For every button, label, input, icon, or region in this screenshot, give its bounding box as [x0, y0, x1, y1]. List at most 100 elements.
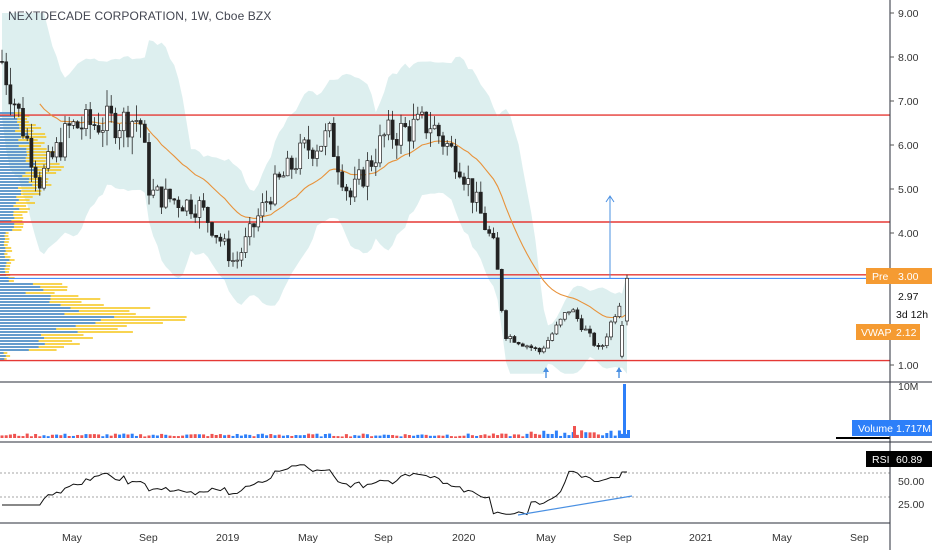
volume-bar — [617, 430, 621, 438]
candle — [100, 117, 105, 147]
candle-body — [394, 139, 399, 146]
volume-bar — [172, 436, 176, 438]
candle-body — [168, 188, 172, 200]
vwap-path — [39, 103, 628, 319]
candle-body — [231, 260, 235, 262]
candle — [546, 336, 550, 349]
candle-body — [96, 125, 101, 133]
time-tick: 2019 — [216, 532, 240, 544]
volume-bar — [563, 432, 567, 438]
volume-bar — [13, 433, 17, 438]
volume-bar — [328, 433, 332, 438]
volume-bar — [580, 430, 584, 438]
profile-bar-sell — [0, 352, 8, 354]
volume-bar — [42, 435, 46, 438]
volume-bar — [374, 435, 378, 438]
volume-bar — [370, 436, 374, 438]
volume-bar — [349, 436, 353, 438]
profile-bar-buy — [0, 301, 50, 303]
candle-body — [550, 333, 555, 341]
candle — [155, 184, 160, 191]
profile-bar-buy — [0, 172, 26, 174]
candle — [462, 172, 466, 191]
price-candles[interactable] — [0, 49, 629, 359]
volume-bar — [202, 434, 206, 438]
candle-body — [126, 111, 130, 138]
candle-body — [382, 134, 387, 137]
candle-body — [142, 123, 147, 143]
profile-bar-buy — [0, 244, 4, 246]
volume-bar — [109, 435, 113, 438]
candle-body — [571, 309, 576, 313]
candle — [147, 132, 151, 205]
time-tick: May — [772, 532, 793, 544]
candle — [277, 171, 282, 180]
candle-body — [256, 215, 261, 228]
volume-bar — [487, 435, 491, 438]
arrow-annotations — [543, 195, 622, 378]
candle-body — [319, 145, 324, 152]
candle — [365, 152, 370, 201]
candle-body — [63, 123, 67, 158]
candle — [193, 204, 198, 223]
profile-bar-sell — [0, 337, 93, 339]
candle — [525, 344, 529, 350]
candle-body — [12, 103, 17, 106]
profile-bar-buy — [0, 115, 15, 117]
candle — [92, 117, 97, 131]
candle — [151, 178, 156, 199]
candle-body — [29, 137, 34, 168]
profile-bar-buy — [0, 295, 51, 297]
candle-body — [546, 340, 550, 349]
candle-body — [336, 156, 340, 173]
candle — [579, 314, 584, 332]
volume-bar — [298, 435, 302, 438]
candle-body — [285, 157, 290, 177]
candle-body — [462, 176, 466, 185]
volume-bar — [214, 434, 218, 438]
candle — [306, 125, 311, 160]
volume-bar — [307, 433, 311, 438]
volume-bar — [546, 433, 550, 438]
candle — [487, 225, 492, 237]
candle-body — [399, 123, 403, 146]
rsi-label: RSI — [872, 454, 890, 466]
profile-bar-buy — [0, 262, 7, 264]
candle — [403, 116, 408, 129]
candle — [352, 166, 357, 202]
volume-bar — [512, 434, 516, 438]
profile-bar-buy — [0, 304, 61, 306]
candle-body — [340, 171, 345, 188]
volume-bar — [227, 434, 231, 438]
candle — [67, 116, 72, 139]
volume-bar — [433, 435, 437, 438]
volume-bar — [623, 384, 626, 438]
candle — [113, 107, 118, 144]
profile-bar-buy — [0, 253, 5, 255]
candle — [252, 222, 256, 238]
profile-bar-buy — [0, 307, 71, 309]
candle — [361, 166, 366, 189]
candle — [96, 112, 101, 135]
volume-bar — [538, 434, 542, 438]
candle — [390, 110, 395, 149]
profile-bar-buy — [0, 169, 36, 171]
candle-body — [478, 191, 483, 214]
time-axis[interactable]: May Sep 2019 May Sep 2020 May Sep 2021 M… — [62, 532, 869, 544]
candle-body — [105, 105, 109, 131]
candle-body — [54, 142, 59, 158]
price-axis[interactable]: 9.00 8.00 7.00 6.00 5.00 4.00 1.00 — [890, 8, 919, 372]
candle — [411, 103, 416, 149]
volume-bar — [252, 436, 256, 438]
candle-body — [184, 199, 189, 212]
candle-body — [407, 126, 412, 142]
volume-bar — [479, 435, 483, 438]
candle — [378, 124, 382, 168]
profile-bar-sell — [0, 196, 33, 198]
candle-body — [46, 151, 51, 169]
candle — [344, 183, 349, 201]
candle — [189, 194, 193, 219]
candle — [567, 311, 571, 316]
price-tick: 4.00 — [898, 228, 919, 240]
